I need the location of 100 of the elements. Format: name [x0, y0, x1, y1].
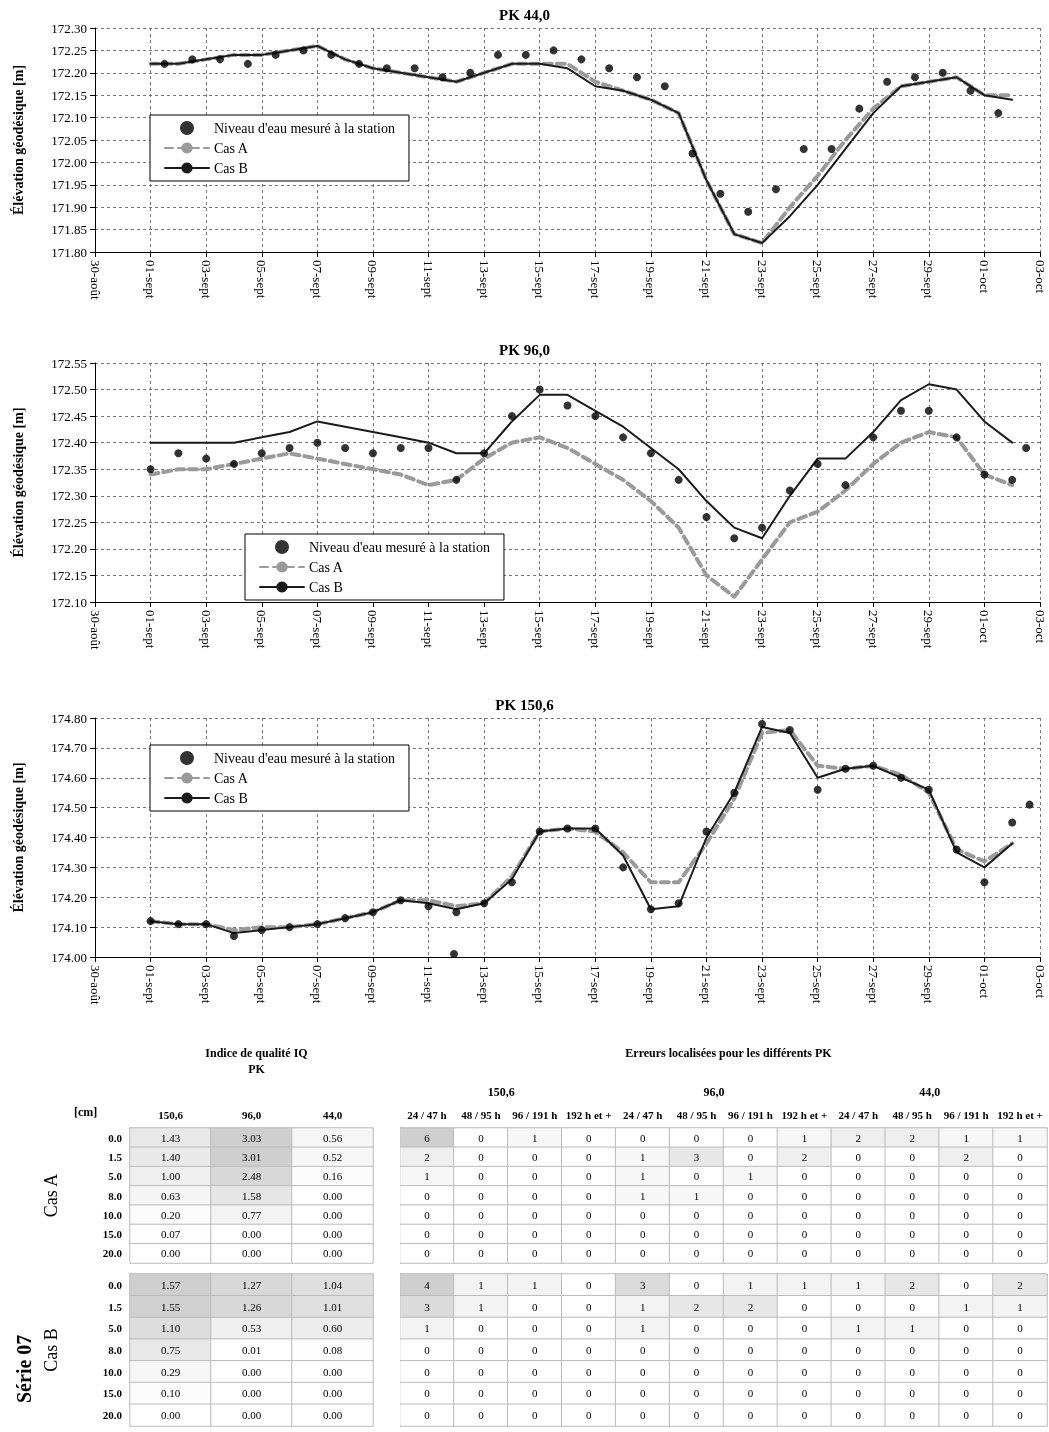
x-tick-label: 192 h et +: [565, 1108, 612, 1121]
data-label: 0: [909, 1189, 916, 1202]
point: [424, 902, 433, 911]
point: [202, 454, 211, 463]
legend-label: Niveau d'eau mesuré à la station: [309, 539, 490, 555]
point: [410, 64, 419, 73]
data-label: 0: [963, 1208, 970, 1221]
point: [535, 385, 544, 394]
point: [494, 50, 503, 59]
data-label: 0.00: [322, 1189, 343, 1202]
y-tick-label: 174.80: [51, 710, 87, 726]
chart-title: Erreurs localisées pour les différents PK: [625, 1046, 833, 1060]
x-tick-label: 29-sept: [921, 965, 937, 1004]
x-tick-label: 19-sept: [643, 260, 659, 299]
point: [424, 443, 433, 452]
data-label: 0: [801, 1322, 808, 1335]
x-tick-label: 29-sept: [921, 260, 937, 299]
data-label: 0.29: [160, 1365, 181, 1378]
legend-label: Niveau d'eau mesuré à la station: [214, 120, 395, 136]
point: [382, 64, 391, 73]
data-label: 2: [909, 1278, 915, 1291]
data-label: 0: [963, 1409, 970, 1422]
x-tick-label: 23-sept: [754, 610, 770, 649]
x-tick-label: 15-sept: [532, 610, 548, 649]
data-label: 0: [801, 1170, 808, 1183]
data-label: 1: [639, 1189, 646, 1202]
y-tick-label: 0.0: [108, 1278, 123, 1291]
point: [702, 827, 711, 836]
data-label: 0: [478, 1247, 485, 1260]
x-tick-label: 19-sept: [643, 965, 659, 1004]
data-label: 0: [532, 1228, 539, 1241]
data-label: 0: [639, 1365, 646, 1378]
data-label: 0: [1017, 1387, 1024, 1400]
data-label: 0: [747, 1208, 754, 1221]
point: [924, 406, 933, 415]
y-tick-label: 174.20: [51, 889, 87, 905]
data-label: 0.00: [160, 1247, 181, 1260]
data-label: 0.75: [160, 1344, 181, 1356]
data-label: 0.00: [241, 1365, 262, 1378]
point: [674, 899, 683, 908]
data-label: 1.55: [160, 1300, 181, 1313]
data-label: 0: [747, 1228, 754, 1241]
data-label: 0: [855, 1208, 862, 1221]
data-label: 0: [478, 1208, 485, 1221]
x-tick-label: 30-août: [87, 610, 103, 651]
data-label: 0: [478, 1322, 485, 1335]
data-label: 0: [801, 1228, 808, 1241]
point: [869, 761, 878, 770]
data-label: 1.43: [160, 1131, 181, 1144]
point: [355, 59, 364, 68]
data-label: 0: [478, 1189, 485, 1202]
data-label: 0: [424, 1208, 431, 1221]
y-tick-label: 172.30: [51, 20, 87, 36]
data-label: 0.01: [241, 1344, 262, 1356]
point: [674, 475, 683, 484]
point: [507, 412, 516, 421]
data-label: 1: [909, 1322, 915, 1335]
data-label: 0.00: [322, 1247, 343, 1260]
data-label: 0: [478, 1387, 485, 1400]
y-tick-label: 5.0: [108, 1170, 123, 1183]
data-label: 2: [424, 1150, 430, 1163]
x-tick-label: 192 h et +: [781, 1108, 828, 1121]
data-label: 1: [855, 1278, 862, 1291]
point: [758, 523, 767, 532]
y-tick-label: 172.25: [51, 42, 87, 58]
data-label: 1: [639, 1150, 646, 1163]
y-tick-label: 171.90: [51, 199, 87, 215]
data-label: 0: [424, 1365, 431, 1378]
data-label: 0: [585, 1409, 592, 1422]
data-label: 1: [478, 1278, 484, 1291]
y-tick-label: 174.70: [51, 740, 87, 756]
data-label: 0: [693, 1387, 700, 1400]
text: 150,6: [487, 1085, 515, 1099]
data-label: 0: [478, 1344, 485, 1356]
data-label: 1.57: [160, 1278, 181, 1291]
data-label: 0: [585, 1365, 592, 1378]
data-label: 2: [747, 1300, 754, 1313]
data-label: 0.00: [241, 1247, 262, 1260]
data-label: 0: [1017, 1208, 1024, 1221]
x-tick-label: 03-sept: [198, 610, 214, 649]
data-label: 0: [909, 1208, 916, 1221]
point: [952, 433, 961, 442]
data-label: 0: [963, 1387, 970, 1400]
data-label: 0: [639, 1387, 646, 1400]
point: [563, 824, 572, 833]
x-tick-label: 13-sept: [476, 965, 492, 1004]
data-label: 2: [693, 1300, 700, 1313]
point: [146, 917, 155, 926]
point: [827, 144, 836, 153]
data-label: 0: [585, 1322, 592, 1335]
point: [813, 459, 822, 468]
x-tick-label: 07-sept: [309, 260, 325, 299]
data-label: 0: [532, 1365, 539, 1378]
data-label: 0: [532, 1189, 539, 1202]
point: [605, 64, 614, 73]
x-tick-label: 29-sept: [921, 610, 937, 649]
point: [341, 443, 350, 452]
data-label: 0: [693, 1365, 700, 1378]
point: [883, 77, 892, 86]
y-axis-title: Cas A: [41, 1173, 61, 1218]
